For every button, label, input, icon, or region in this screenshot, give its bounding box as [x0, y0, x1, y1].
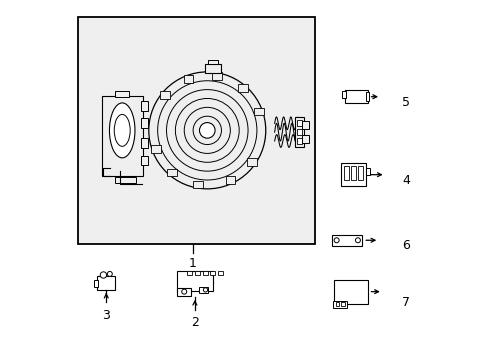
Circle shape — [107, 271, 112, 276]
Bar — [365, 168, 369, 175]
Bar — [204, 64, 220, 73]
Bar — [78, 17, 315, 244]
Bar — [199, 287, 208, 293]
Text: 2: 2 — [190, 316, 199, 329]
Bar — [177, 271, 212, 291]
Bar — [351, 166, 355, 180]
Bar — [160, 91, 170, 99]
Bar — [225, 176, 235, 184]
Bar — [141, 138, 147, 148]
Bar — [97, 276, 115, 290]
Bar — [296, 138, 302, 144]
Circle shape — [148, 72, 265, 189]
Bar — [358, 166, 362, 180]
Circle shape — [100, 272, 106, 278]
Bar — [333, 280, 367, 304]
Bar — [253, 108, 264, 116]
Bar — [187, 271, 192, 275]
Bar — [115, 177, 136, 183]
Text: 1: 1 — [189, 257, 197, 270]
Bar — [210, 271, 215, 275]
Ellipse shape — [114, 114, 130, 146]
Bar — [167, 168, 177, 176]
Circle shape — [355, 238, 360, 243]
Text: 7: 7 — [402, 296, 409, 309]
Circle shape — [182, 289, 186, 294]
Bar — [177, 288, 191, 296]
Ellipse shape — [109, 103, 135, 158]
Circle shape — [203, 288, 207, 292]
Bar — [302, 135, 308, 143]
Bar — [344, 166, 348, 180]
Bar — [302, 121, 308, 129]
Bar — [340, 163, 366, 186]
Bar — [102, 96, 142, 176]
Bar — [331, 235, 362, 246]
Bar — [333, 301, 346, 307]
Bar — [341, 91, 345, 99]
Bar — [366, 92, 368, 101]
Bar — [341, 302, 344, 306]
Text: 3: 3 — [102, 309, 110, 322]
Bar — [183, 75, 193, 83]
Circle shape — [333, 238, 339, 243]
Bar — [247, 158, 257, 166]
Bar — [207, 60, 217, 64]
Text: 4: 4 — [402, 174, 409, 186]
Bar — [296, 120, 302, 126]
Text: 6: 6 — [402, 239, 409, 252]
Bar — [296, 129, 302, 135]
Bar — [195, 271, 200, 275]
Bar — [211, 72, 222, 80]
Bar — [335, 302, 339, 306]
Bar — [218, 271, 223, 275]
Circle shape — [199, 123, 215, 138]
Bar — [141, 118, 147, 128]
Text: 5: 5 — [402, 95, 409, 108]
Bar — [141, 100, 147, 111]
Bar — [192, 181, 203, 188]
Bar — [141, 156, 147, 166]
Bar — [237, 84, 247, 92]
Bar — [115, 91, 129, 98]
Bar — [294, 117, 303, 147]
Bar — [344, 90, 367, 103]
Bar — [93, 280, 98, 287]
Bar — [202, 271, 207, 275]
Bar — [150, 145, 160, 153]
